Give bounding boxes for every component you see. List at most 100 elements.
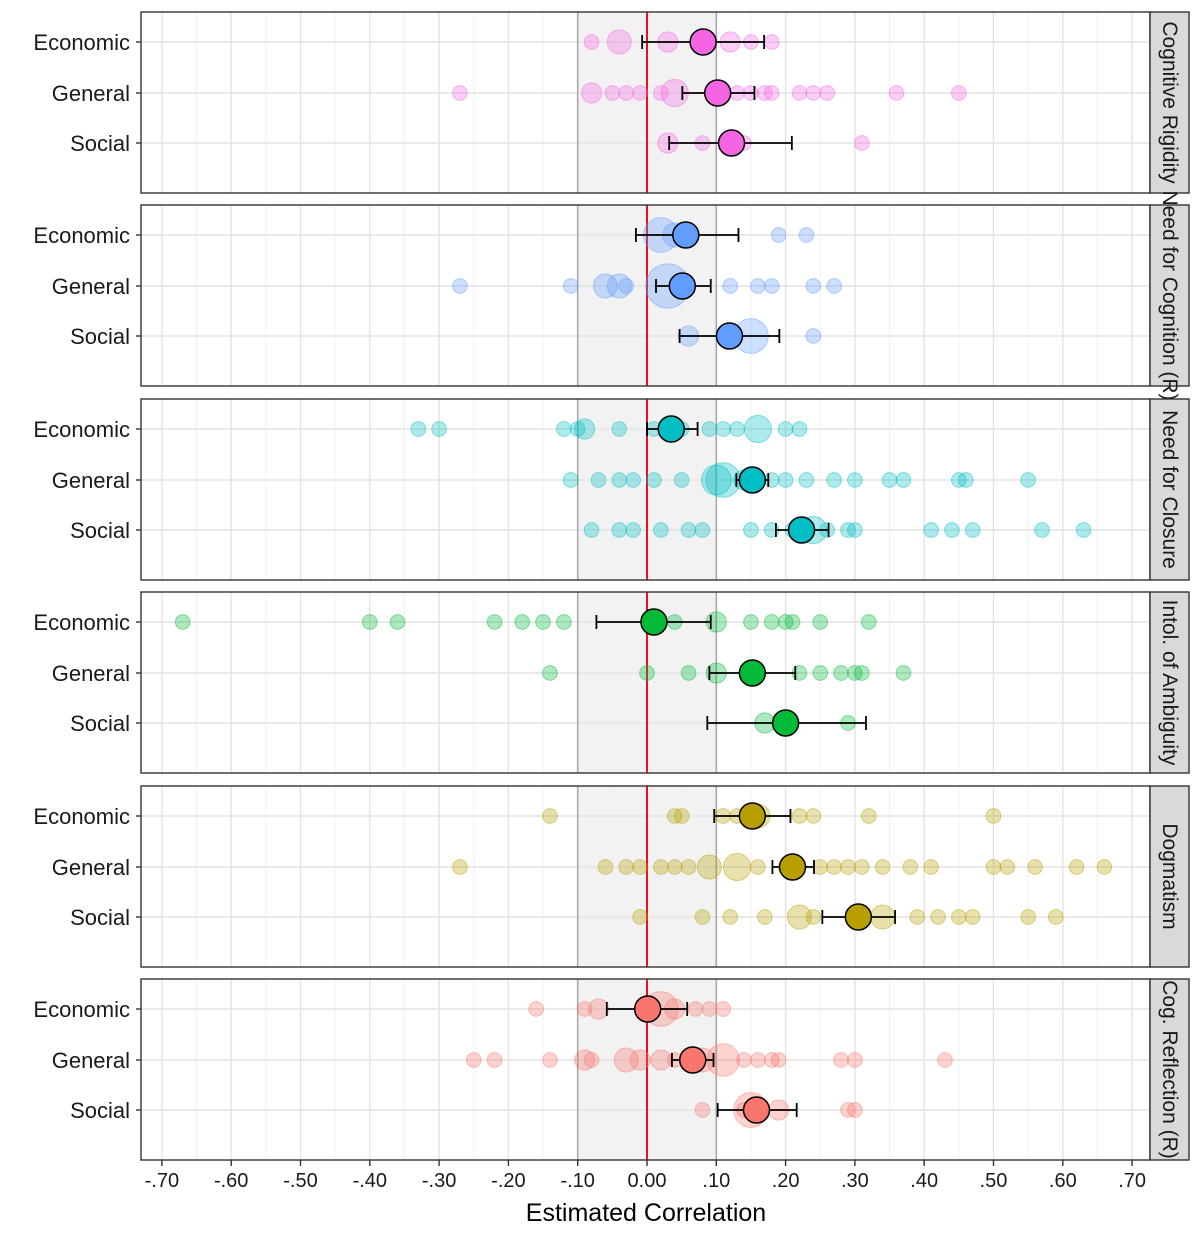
- x-tick-label: -.70: [145, 1170, 179, 1192]
- category-label-general: General: [52, 274, 130, 299]
- study-point: [389, 614, 406, 630]
- x-tick-label: 0.00: [628, 1170, 667, 1192]
- study-point: [826, 472, 842, 488]
- study-point: [895, 665, 912, 681]
- study-point: [798, 227, 815, 243]
- study-point: [1075, 522, 1092, 538]
- study-point: [696, 854, 722, 880]
- study-point: [743, 522, 759, 538]
- study-point: [826, 278, 842, 294]
- x-tick-label: .40: [910, 1170, 938, 1192]
- category-label-economic: Economic: [33, 30, 130, 55]
- x-tick-label: .10: [702, 1170, 730, 1192]
- study-point: [743, 414, 773, 444]
- study-point: [853, 665, 870, 681]
- study-point: [646, 472, 662, 488]
- study-point: [750, 1052, 766, 1068]
- study-point: [666, 859, 683, 875]
- facet-strip-label: Cognitive Rigidity: [1158, 21, 1181, 184]
- study-point: [701, 1001, 718, 1017]
- study-point: [174, 614, 191, 630]
- study-point: [722, 852, 752, 882]
- study-point: [650, 1049, 672, 1071]
- study-point: [583, 522, 600, 538]
- study-point: [784, 614, 801, 630]
- study-point: [653, 859, 669, 875]
- study-point: [673, 472, 690, 488]
- study-point: [985, 859, 1002, 875]
- study-point: [777, 421, 794, 437]
- study-point: [569, 421, 586, 437]
- study-point: [812, 614, 829, 630]
- study-point: [937, 1052, 953, 1068]
- study-point: [756, 909, 773, 925]
- study-point: [1068, 859, 1085, 875]
- study-point: [611, 472, 628, 488]
- study-point: [999, 859, 1016, 875]
- category-label-general: General: [52, 855, 130, 880]
- category-label-social: Social: [70, 518, 130, 543]
- study-point: [985, 808, 1002, 824]
- category-label-social: Social: [70, 1098, 130, 1123]
- study-point: [715, 421, 732, 437]
- pooled-estimate-point: [787, 516, 816, 544]
- study-point: [611, 421, 628, 437]
- study-point: [777, 472, 794, 488]
- study-point: [639, 665, 655, 681]
- study-point: [833, 1052, 849, 1068]
- study-point: [715, 1001, 732, 1017]
- study-point: [673, 808, 690, 824]
- study-point: [486, 1052, 503, 1068]
- category-label-social: Social: [70, 711, 130, 736]
- study-point: [583, 1052, 600, 1068]
- study-point: [957, 472, 974, 488]
- study-point: [812, 859, 829, 875]
- study-point: [860, 614, 877, 630]
- study-point: [613, 1047, 639, 1073]
- study-point: [930, 909, 946, 925]
- study-point: [694, 522, 711, 538]
- study-point: [542, 665, 558, 681]
- study-point: [860, 808, 877, 824]
- study-point: [542, 1052, 558, 1068]
- study-point: [590, 472, 607, 488]
- facet-strip: [1149, 978, 1190, 1161]
- study-point: [562, 472, 579, 488]
- x-tick-label: -.20: [491, 1170, 525, 1192]
- study-point: [763, 278, 780, 294]
- pooled-estimate-point: [640, 608, 668, 636]
- category-label-economic: Economic: [33, 223, 130, 248]
- category-label-general: General: [52, 1048, 130, 1073]
- study-point: [805, 808, 822, 824]
- x-tick-label: .70: [1118, 1170, 1146, 1192]
- study-point: [805, 85, 822, 101]
- x-tick-label: -.60: [214, 1170, 248, 1192]
- study-point: [786, 904, 812, 930]
- study-point: [597, 859, 614, 875]
- category-label-economic: Economic: [33, 417, 130, 442]
- study-point: [452, 278, 468, 294]
- x-tick-label: -.50: [283, 1170, 317, 1192]
- study-point: [1048, 909, 1064, 925]
- study-point: [874, 859, 891, 875]
- study-point: [847, 1102, 863, 1118]
- category-label-economic: Economic: [33, 610, 130, 635]
- study-point: [486, 614, 503, 630]
- study-point: [729, 421, 745, 437]
- category-label-economic: Economic: [33, 804, 130, 829]
- x-tick-label: -.10: [560, 1170, 594, 1192]
- study-point: [632, 859, 648, 875]
- study-point: [909, 909, 926, 925]
- study-point: [465, 1052, 482, 1068]
- facet-strip-label: Dogmatism: [1158, 823, 1181, 929]
- x-tick-label: .50: [980, 1170, 1008, 1192]
- study-point: [756, 85, 773, 101]
- study-point: [770, 227, 787, 243]
- pooled-estimate-point: [778, 853, 807, 881]
- pooled-estimate-point: [678, 1046, 707, 1074]
- facet-cognitive-rigidity: Economic General Social Cognitive Rigidity: [33, 11, 1190, 194]
- study-point: [1027, 859, 1043, 875]
- facet-strip: [1149, 11, 1190, 194]
- study-point: [847, 472, 863, 488]
